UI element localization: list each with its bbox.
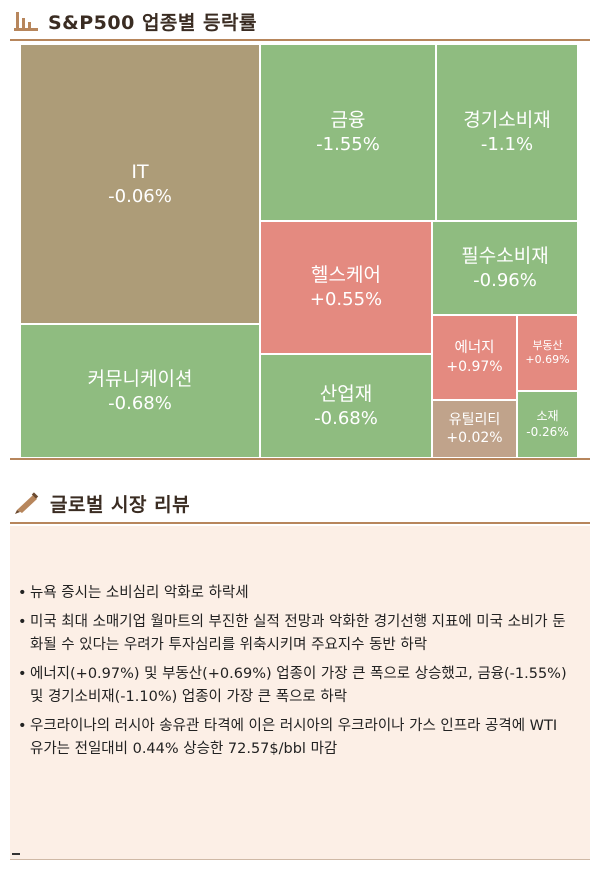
sector-name: IT xyxy=(131,160,149,183)
sector-change: +0.97% xyxy=(446,358,503,375)
sector-change: -0.96% xyxy=(473,269,537,291)
sector-change: +0.69% xyxy=(525,353,570,366)
sector-change: -0.68% xyxy=(314,407,378,429)
treemap-divider xyxy=(10,458,590,460)
sector-name: 커뮤니케이션 xyxy=(87,367,193,390)
section-title: S&P500 업종별 등락률 xyxy=(48,11,257,34)
treemap-cell: 산업재 -0.68% xyxy=(260,354,432,458)
pen-icon xyxy=(15,492,39,514)
review-item: 미국 최대 소매기업 월마트의 부진한 실적 전망과 악화한 경기선행 지표에 … xyxy=(18,611,570,657)
sector-treemap: IT -0.06% 금융 -1.55% 경기소비재 -1.1% 헬스케어 +0.55% 필수소비… xyxy=(20,44,578,458)
treemap-cell: 소재 -0.26% xyxy=(517,391,578,458)
sector-name: 필수소비재 xyxy=(461,244,549,267)
sector-name: 유틸리티 xyxy=(448,411,501,428)
treemap-cell: 금융 -1.55% xyxy=(260,44,436,221)
sector-name: 금융 xyxy=(330,109,366,132)
sector-change: -1.55% xyxy=(316,134,380,156)
review-header: 글로벌 시장 리뷰 xyxy=(14,486,190,520)
review-item: 뉴욕 증시는 소비심리 악화로 하락세 xyxy=(18,582,570,605)
market-review-box: 뉴욕 증시는 소비심리 악화로 하락세 미국 최대 소매기업 월마트의 부진한 … xyxy=(10,526,590,860)
review-divider xyxy=(10,522,590,524)
treemap-cell: 에너지 +0.97% xyxy=(432,315,517,400)
sector-change: +0.55% xyxy=(309,289,383,311)
review-list: 뉴욕 증시는 소비심리 악화로 하락세 미국 최대 소매기업 월마트의 부진한 … xyxy=(10,526,590,761)
sector-name: 헬스케어 xyxy=(311,264,381,287)
treemap-cell: IT -0.06% xyxy=(20,44,260,324)
treemap-cell: 부동산 +0.69% xyxy=(517,315,578,391)
section-title: 글로벌 시장 리뷰 xyxy=(50,493,191,516)
sector-name: 에너지 xyxy=(454,339,495,356)
treemap-cell: 유틸리티 +0.02% xyxy=(432,400,517,458)
bar-chart-icon xyxy=(14,12,38,31)
header-divider xyxy=(10,39,590,41)
treemap-cell: 커뮤니케이션 -0.68% xyxy=(20,324,260,458)
sector-name: 산업재 xyxy=(319,382,373,405)
review-item: 우크라이나의 러시아 송유관 타격에 이은 러시아의 우크라이나 가스 인프라 … xyxy=(18,715,570,761)
sector-name: 소재 xyxy=(536,408,559,423)
sector-change: -0.68% xyxy=(108,392,172,414)
sector-name: 부동산 xyxy=(532,338,563,352)
treemap-header: S&P500 업종별 등락률 xyxy=(14,4,257,38)
treemap-cell: 필수소비재 -0.96% xyxy=(432,221,578,315)
treemap-cell: 헬스케어 +0.55% xyxy=(260,221,432,354)
sector-change: -0.06% xyxy=(108,185,172,207)
sector-change: -0.26% xyxy=(526,424,569,439)
sector-change: -1.1% xyxy=(480,134,534,156)
page-mark xyxy=(12,853,20,855)
review-item: 에너지(+0.97%) 및 부동산(+0.69%) 업종이 가장 큰 폭으로 상… xyxy=(18,663,570,709)
treemap-cell: 경기소비재 -1.1% xyxy=(436,44,578,221)
sector-name: 경기소비재 xyxy=(463,109,551,132)
sector-change: +0.02% xyxy=(446,430,503,446)
